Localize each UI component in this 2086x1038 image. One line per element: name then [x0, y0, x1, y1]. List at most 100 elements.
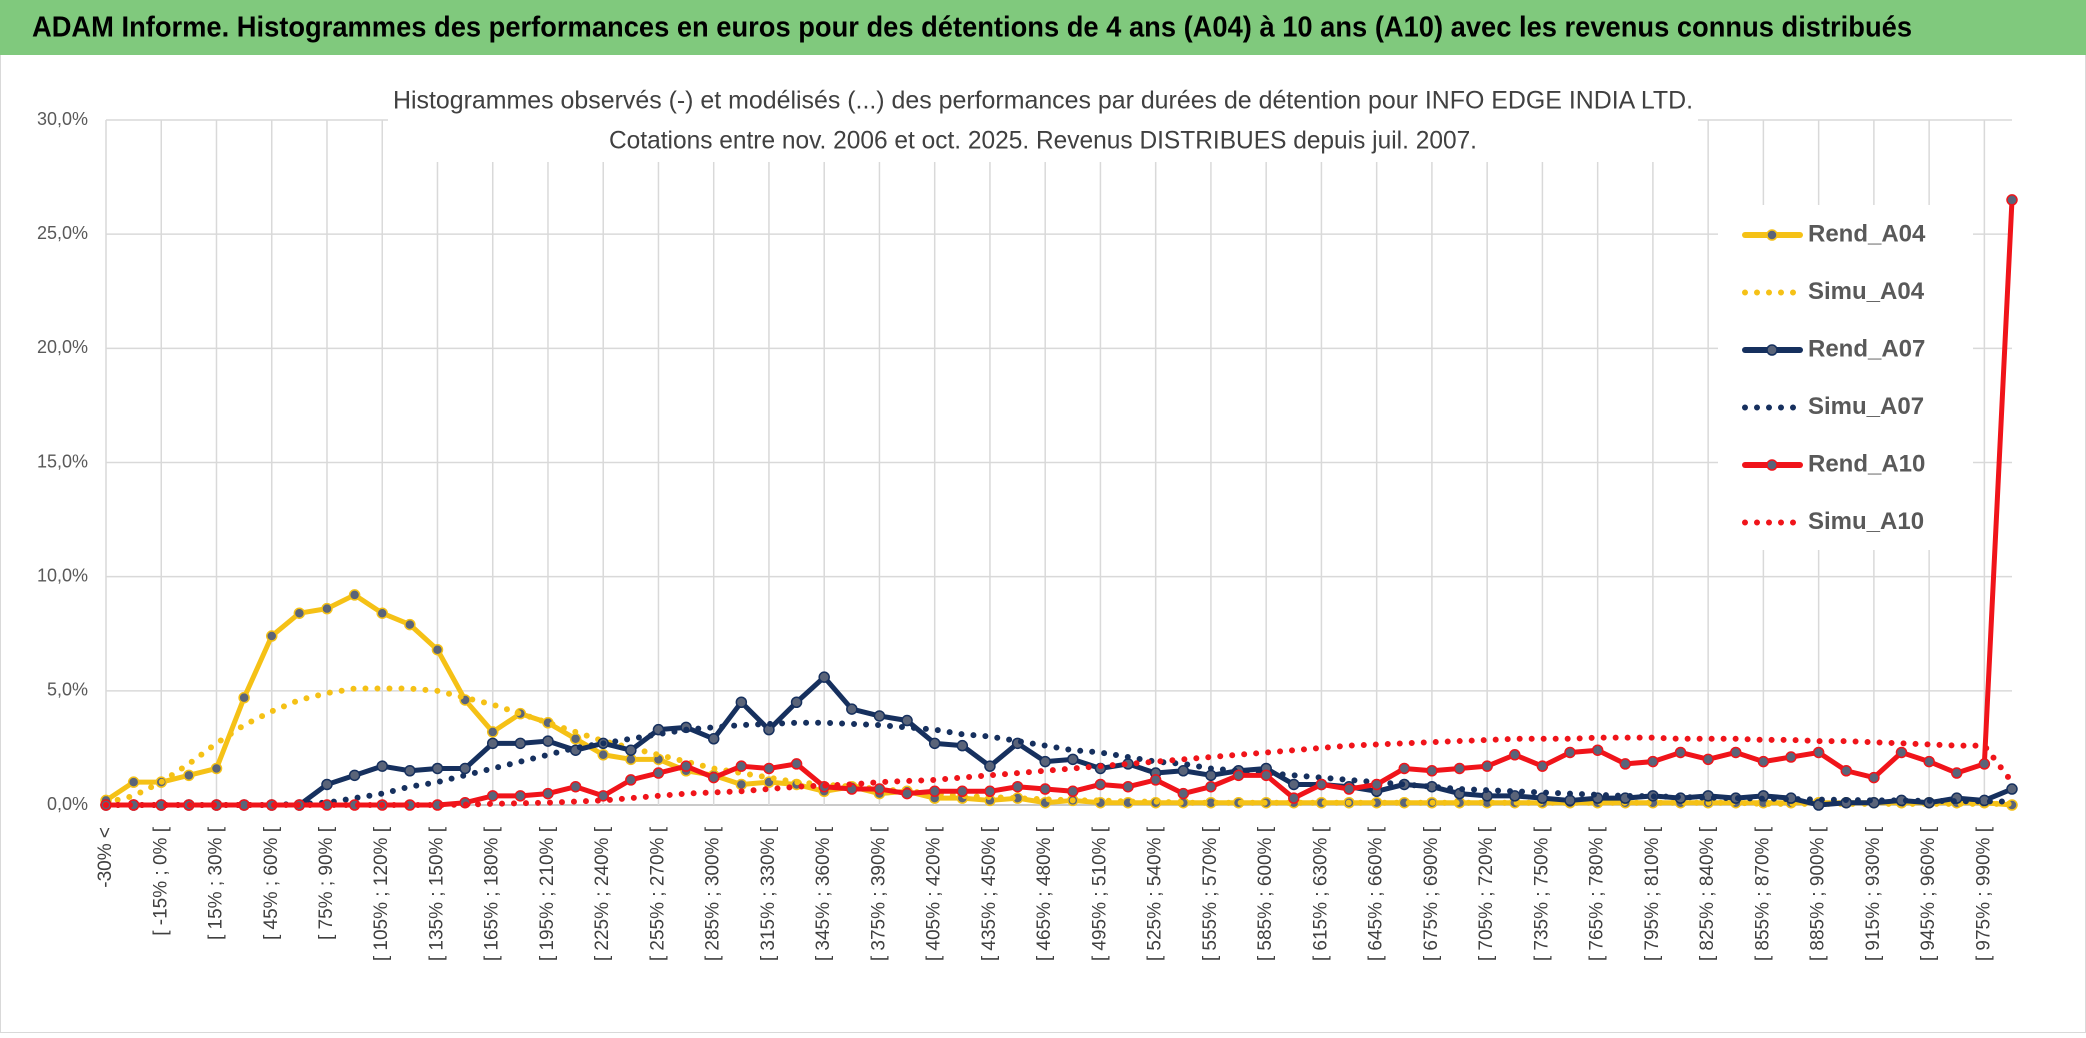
legend-label: Rend_A04	[1808, 220, 1926, 247]
data-point	[1011, 780, 1024, 793]
data-point	[348, 589, 361, 601]
data-point	[928, 785, 941, 798]
data-point	[707, 771, 720, 784]
x-tick-label: [ 825% ; 840% [	[1697, 826, 1718, 961]
data-point	[956, 785, 969, 798]
title-box	[388, 82, 1698, 162]
data-point	[1564, 794, 1576, 807]
data-point	[1039, 755, 1051, 768]
legend-label: Simu_A04	[1808, 278, 1925, 305]
data-point	[183, 769, 195, 782]
data-point	[321, 602, 333, 615]
data-point	[1564, 746, 1576, 759]
data-point	[1868, 771, 1880, 784]
data-point	[1453, 762, 1466, 775]
data-point	[707, 733, 720, 745]
data-point	[1730, 746, 1742, 759]
data-point	[1205, 769, 1217, 782]
legend-box	[1718, 205, 1973, 550]
data-point	[1591, 744, 1604, 756]
data-point	[901, 787, 913, 800]
data-point	[1647, 755, 1659, 768]
data-point	[597, 749, 609, 761]
data-point	[625, 744, 637, 756]
data-point	[597, 790, 609, 802]
x-tick-label: [ 975% ; 990% [	[1973, 826, 1994, 961]
data-point	[459, 762, 471, 775]
data-point	[514, 737, 527, 750]
data-point	[404, 618, 416, 631]
data-point	[763, 762, 775, 775]
x-tick-label: [ 405% ; 420% [	[924, 826, 945, 961]
data-point	[348, 769, 361, 782]
data-point	[735, 778, 748, 791]
data-point	[1177, 787, 1190, 800]
y-tick-label: 30,0%	[37, 109, 88, 129]
x-tick-label: [ 735% ; 750% [	[1531, 826, 1552, 961]
data-point	[1067, 753, 1079, 766]
observed-line	[103, 674, 2015, 808]
data-point	[1536, 792, 1549, 804]
x-tick-label: [ 885% ; 900% [	[1808, 826, 1829, 961]
legend-label: Rend_A07	[1808, 335, 1925, 362]
data-point	[1370, 778, 1383, 791]
x-tick-label: [ 225% ; 240% [	[592, 826, 613, 961]
data-point	[569, 733, 582, 745]
x-tick-label: [ 135% ; 150% [	[426, 826, 447, 961]
data-point	[1122, 780, 1134, 793]
data-point	[431, 762, 444, 775]
x-tick-label: [ 795% ; 810% [	[1642, 826, 1663, 961]
x-tick-label: [ 285% ; 300% [	[703, 826, 724, 961]
x-tick-label: [ 705% ; 720% [	[1476, 826, 1497, 961]
data-point	[1288, 792, 1300, 804]
data-point	[1343, 783, 1355, 795]
data-point	[321, 778, 333, 791]
x-tick-label: [ 945% ; 960% [	[1918, 826, 1939, 961]
page-title: ADAM Informe. Histogrammes des performan…	[32, 12, 1912, 44]
legend-label: Rend_A10	[1808, 450, 1925, 477]
data-point	[901, 714, 913, 727]
x-tick-label: [ 195% ; 210% [	[537, 826, 558, 961]
x-tick-label: [ 375% ; 390% [	[868, 826, 889, 961]
data-point	[265, 630, 278, 642]
x-tick-label: [ 45% ; 60% [	[261, 826, 282, 940]
legend-label: Simu_A07	[1808, 393, 1924, 420]
data-point	[1481, 760, 1493, 772]
x-tick-label: [ 585% ; 600% [	[1255, 826, 1276, 961]
y-tick-label: 5,0%	[47, 680, 88, 700]
data-point	[1509, 749, 1521, 761]
data-point	[652, 767, 665, 779]
data-point	[1315, 778, 1328, 791]
data-point	[2006, 783, 2018, 795]
data-point	[1398, 762, 1411, 775]
x-tick-label: [ 465% ; 480% [	[1034, 826, 1055, 961]
data-point	[873, 783, 886, 795]
data-point	[1619, 758, 1632, 770]
legend-marker	[1766, 229, 1778, 241]
chart-subtitle: Cotations entre nov. 2006 et oct. 2025. …	[609, 127, 1477, 155]
data-point	[431, 643, 444, 656]
legend-label: Simu_A10	[1808, 508, 1924, 535]
plot	[100, 194, 2018, 811]
data-point	[680, 760, 692, 772]
data-point	[210, 762, 223, 775]
data-point	[1149, 774, 1162, 786]
x-tick-label: [ 555% ; 570% [	[1200, 826, 1221, 961]
data-point	[1812, 799, 1825, 811]
data-point	[1177, 765, 1190, 777]
chart-title: Histogrammes observés (-) et modélisés (…	[393, 87, 1693, 115]
data-point	[1426, 765, 1438, 777]
legend-marker	[1766, 459, 1778, 471]
data-point	[818, 671, 830, 683]
x-tick-label: [ 495% ; 510% [	[1089, 826, 1110, 961]
data-point	[1674, 746, 1687, 759]
x-tick-label: [ 525% ; 540% [	[1145, 826, 1166, 961]
data-point	[1039, 783, 1051, 795]
x-tick-label: [ 15% ; 30% [	[206, 826, 227, 940]
data-point	[873, 710, 886, 722]
data-point	[1232, 769, 1245, 782]
x-tick-label: [ 75% ; 90% [	[316, 826, 337, 940]
data-point	[1288, 778, 1300, 791]
x-tick-label: [ 615% ; 630% [	[1310, 826, 1331, 961]
